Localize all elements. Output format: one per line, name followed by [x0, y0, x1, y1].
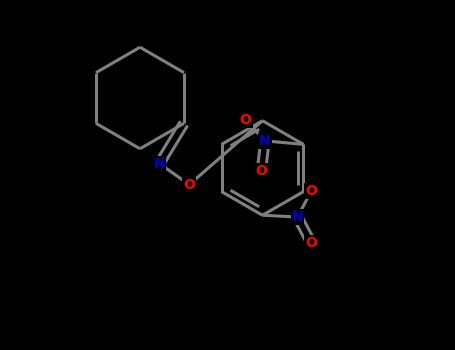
Text: O: O: [183, 178, 195, 192]
Text: N: N: [259, 134, 271, 148]
Text: O: O: [240, 113, 252, 127]
Text: O: O: [255, 163, 268, 177]
Text: O: O: [306, 236, 318, 250]
Text: N: N: [154, 157, 165, 171]
Text: N: N: [292, 210, 303, 224]
Text: O: O: [306, 184, 318, 198]
